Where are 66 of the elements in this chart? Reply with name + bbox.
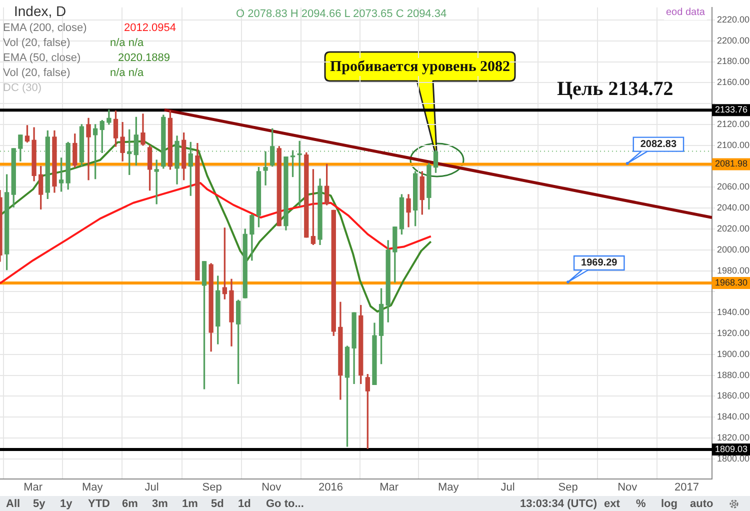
y-tick-label: 1840.00 [717,412,750,422]
x-tick-label: 2017 [674,481,699,494]
y-tick-label: 2160.00 [717,77,750,88]
x-tick-label: 2016 [318,481,343,494]
annotation: 1969.29 [581,258,618,269]
y-tick-label: 2120.00 [717,118,750,129]
y-tick-label: 1800.00 [717,453,750,464]
ref-line-label: 2081.98 [715,158,748,169]
text: All [6,497,20,511]
y-tick-label: 2100.00 [717,140,750,150]
x-tick-label: Mar [24,481,43,494]
text: YTD [88,497,110,511]
annotation: 2020.1889 [118,51,170,65]
annotation: Пробивается уровень 2082 [330,58,510,76]
y-tick-label: 1860.00 [717,390,750,401]
ref-line-label: 1968.30 [715,278,748,288]
y-tick-label: 2060.00 [717,182,750,192]
y-tick-label: 2040.00 [717,202,750,213]
x-tick-label: Jul [500,481,515,494]
text: 13:03:34 (UTC) [520,497,598,511]
text: 1y [60,497,72,511]
annotation: Vol (20, false) [3,66,70,80]
annotation: EMA (50, close) [3,51,81,65]
text: ext [604,497,620,511]
ref-line-label: 2133.76 [715,104,748,115]
y-tick-label: 1940.00 [717,307,750,318]
annotation: 2012.0954 [124,21,176,35]
x-tick-label: Nov [618,481,638,494]
y-tick-label: 1900.00 [717,348,750,359]
annotation: 2082.83 [640,139,677,150]
text: 6m [122,497,138,511]
y-tick-label: 2200.00 [717,35,750,46]
annotation: Цель 2134.72 [557,77,674,101]
text: auto [690,497,714,511]
text: 5y [33,497,46,511]
y-tick-label: 2180.00 [717,56,750,66]
text: log [661,497,678,511]
y-tick-label: 1980.00 [717,265,750,276]
chart-title: Index, D [14,3,66,19]
x-tick-label: Nov [262,481,282,494]
y-tick-label: 2020.00 [717,223,750,234]
annotation: Vol (20, false) [3,36,70,50]
text: 3m [152,497,168,511]
x-tick-label: Sep [202,481,222,494]
y-tick-label: 2220.00 [717,14,750,24]
annotation: n/a n/a [110,66,144,80]
x-tick-label: Mar [380,481,399,494]
y-tick-label: 1920.00 [717,328,750,338]
text: 5d [211,497,224,511]
text: Go to... [266,497,304,511]
y-tick-label: 2000.00 [717,244,750,254]
text: 1m [182,497,198,511]
y-tick-label: 1880.00 [717,370,750,380]
x-tick-label: Jul [144,481,159,494]
annotation: n/a n/a [110,36,144,50]
annotation: EMA (200, close) [3,21,87,35]
ref-line-label: 1809.03 [715,444,748,454]
x-tick-label: May [438,481,460,494]
x-tick-label: Sep [558,481,578,494]
annotation: DC (30) [3,81,42,95]
text: % [636,497,646,511]
annotation: O 2078.83 H 2094.66 L 2073.65 C 2094.34 [236,7,447,21]
text: 1d [238,497,251,511]
x-tick-label: May [82,481,104,494]
annotation: eod data [664,6,707,20]
y-tick-label: 1820.00 [717,432,750,443]
